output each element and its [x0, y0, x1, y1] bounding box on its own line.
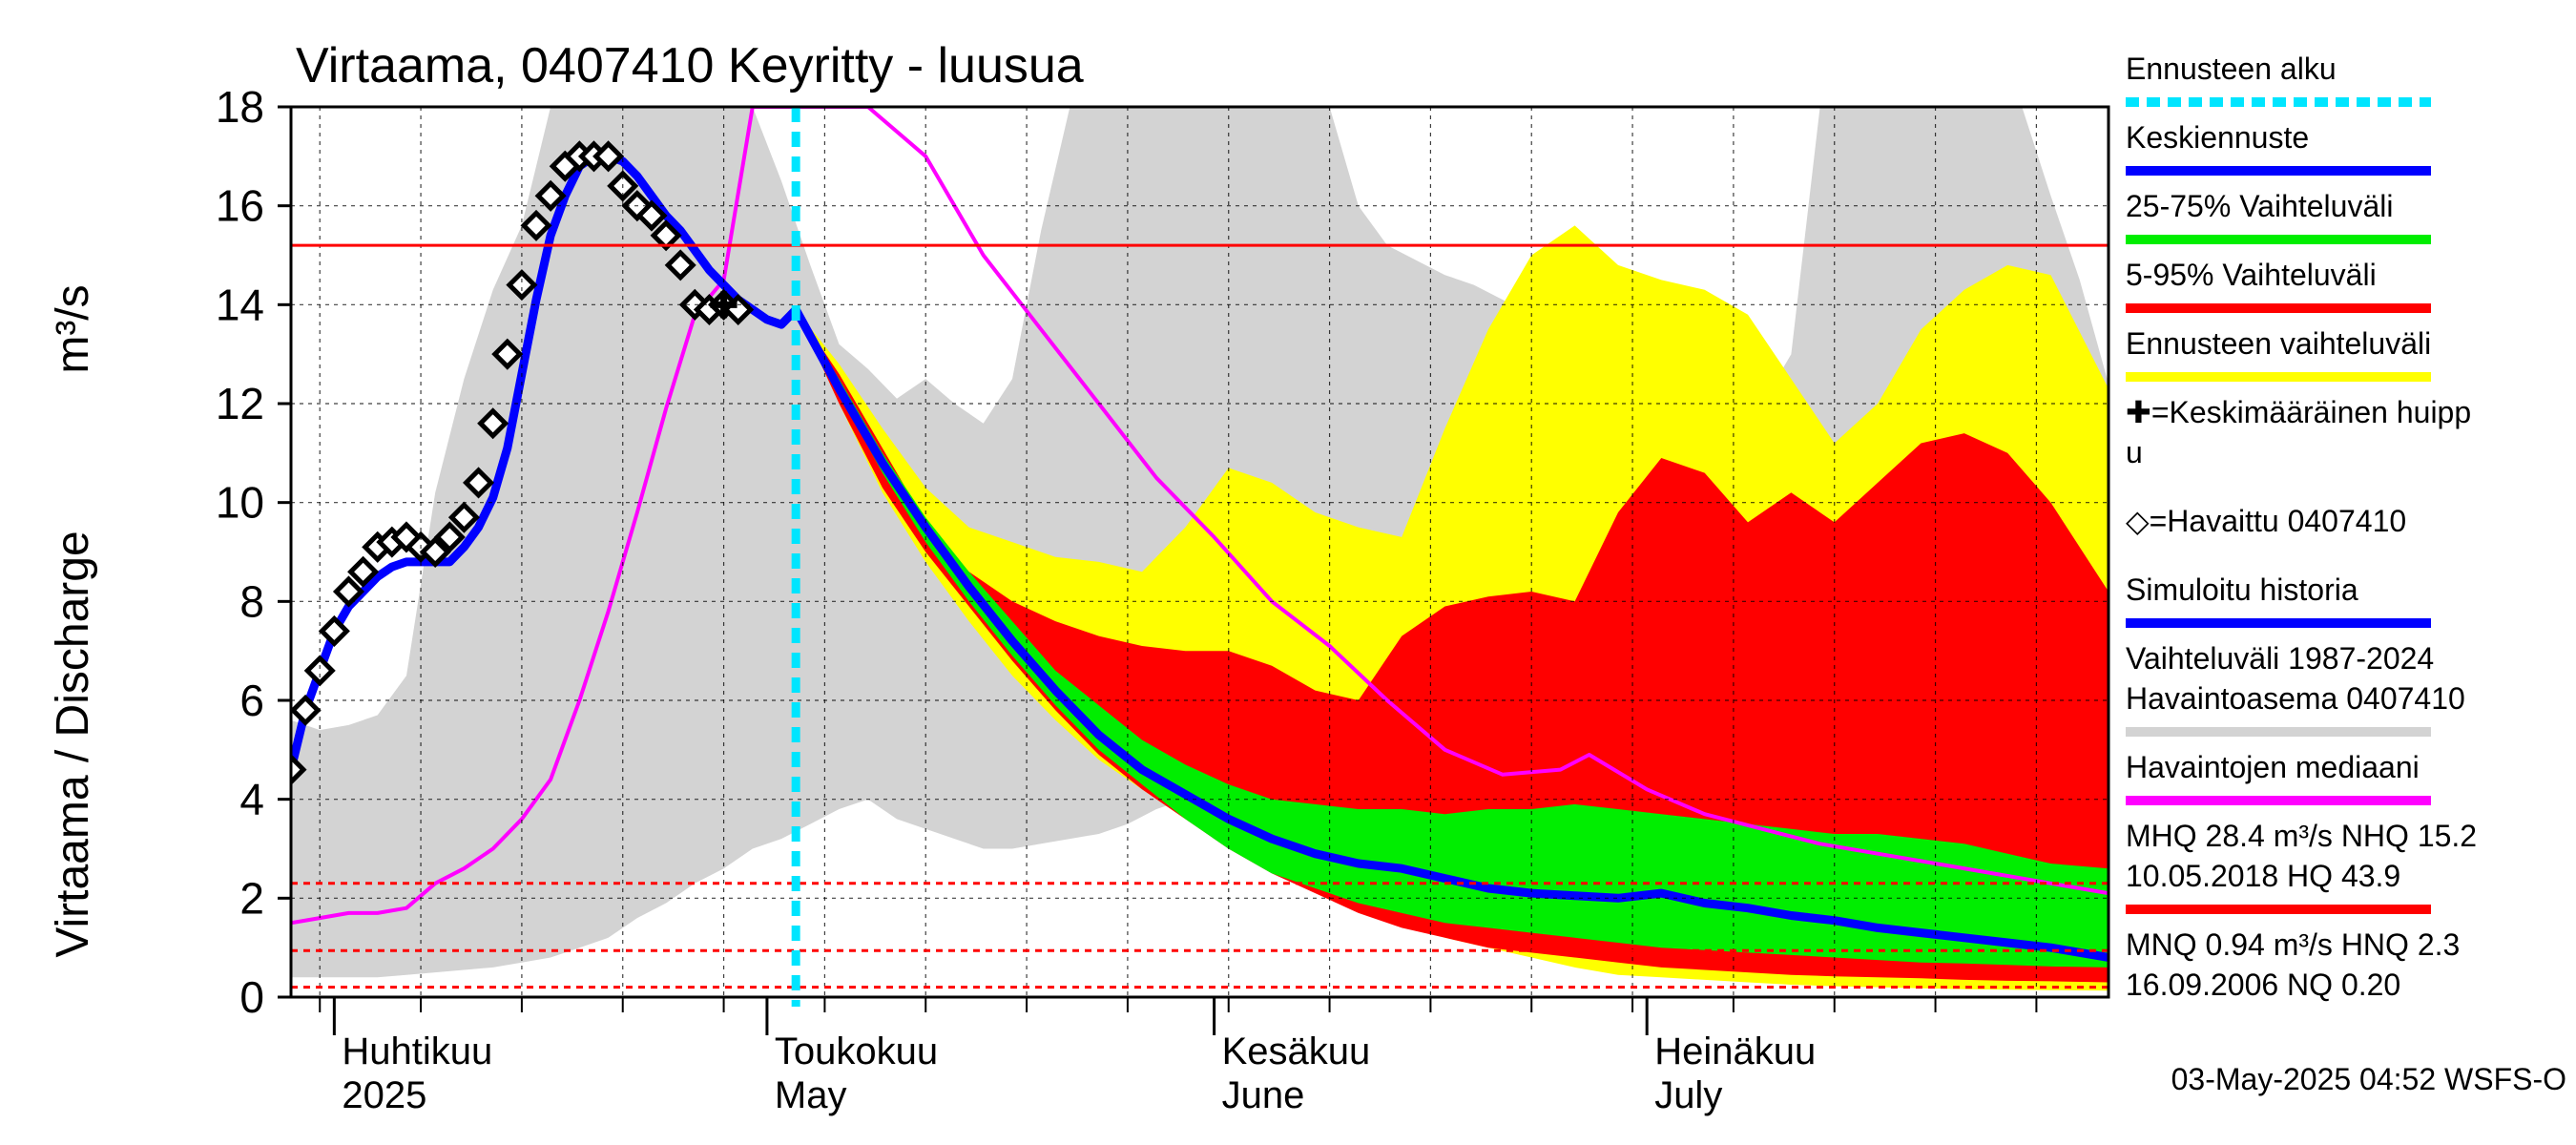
chart-title: Virtaama, 0407410 Keyritty - luusua [296, 38, 1084, 94]
legend-label: 25-75% Vaihteluväli [2126, 189, 2393, 223]
observed-point [318, 614, 350, 647]
legend-item: MHQ 28.4 m³/s NHQ 15.2 10.05.2018 HQ 43.9 [2126, 819, 2477, 914]
legend-label: 16.09.2006 NQ 0.20 [2126, 968, 2400, 1002]
x-month-sublabel: July [1654, 1074, 1722, 1116]
observed-point [433, 521, 466, 553]
observed-point [491, 338, 524, 370]
legend-item: MNQ 0.94 m³/s HNQ 2.3 16.09.2006 NQ 0.20 [2126, 927, 2460, 1002]
observed-point [664, 249, 696, 281]
legend-label: u [2126, 435, 2143, 469]
legend-label: ✚=Keskimääräinen huipp [2126, 395, 2471, 429]
observed-point [477, 407, 509, 440]
y-tick-label: 10 [216, 478, 264, 528]
x-month-label: Huhtikuu [342, 1030, 492, 1072]
legend-item: 25-75% Vaihteluväli [2126, 189, 2431, 244]
legend-label: Vaihteluväli 1987-2024 [2126, 641, 2434, 676]
y-tick-label: 12 [216, 379, 264, 428]
observed-point [463, 467, 495, 499]
observed-point [520, 209, 552, 241]
legend-item: Ennusteen alku [2126, 52, 2431, 107]
observed-point [447, 501, 480, 533]
x-month-label: Kesäkuu [1222, 1030, 1371, 1072]
legend-label: MNQ 0.94 m³/s HNQ 2.3 [2126, 927, 2460, 962]
legend-label: Havaintojen mediaani [2126, 750, 2420, 784]
legend-item: Simuloitu historia [2126, 572, 2431, 628]
x-month-sublabel: June [1222, 1074, 1305, 1116]
x-month-sublabel: May [775, 1074, 847, 1116]
legend-item: Keskiennuste [2126, 120, 2431, 176]
observed-point [650, 219, 682, 252]
band-25-75-vaihteluv-li [796, 309, 2109, 968]
legend-label: 10.05.2018 HQ 43.9 [2126, 859, 2400, 893]
y-tick-label: 18 [216, 82, 264, 132]
legend-label: ◇=Havaittu 0407410 [2126, 504, 2406, 538]
legend-item: Ennusteen vaihteluväli [2126, 326, 2431, 382]
y-tick-label: 6 [239, 676, 264, 725]
y-axis-unit: m³/s [48, 284, 98, 373]
plot-frame [289, 105, 2110, 999]
observed-point [332, 575, 365, 608]
x-month-label: Heinäkuu [1654, 1030, 1816, 1072]
observed-point [419, 535, 451, 569]
y-tick-label: 0 [239, 972, 264, 1022]
series-line-keskiennuste [792, 307, 2109, 962]
x-month-label: Toukokuu [775, 1030, 938, 1072]
band-5-95-vaihteluv-li [796, 309, 2109, 983]
observed-point [635, 199, 668, 232]
legend-item: Vaihteluväli 1987-2024 Havaintoasema 040… [2126, 641, 2465, 737]
observed-point [303, 655, 336, 687]
y-tick-label: 16 [216, 181, 264, 231]
observed-point [291, 694, 322, 726]
y-tick-label: 14 [216, 280, 264, 329]
series-line-simuloitu-historia [291, 152, 800, 771]
data-layer [291, 107, 2109, 991]
y-tick-label: 8 [239, 576, 264, 626]
x-month-sublabel: 2025 [342, 1074, 426, 1116]
y-tick-label: 4 [239, 775, 264, 824]
observed-point [291, 754, 307, 786]
legend-label: Ennusteen alku [2126, 52, 2337, 86]
legend-item: Havaintojen mediaani [2126, 750, 2431, 805]
y-tick-label: 2 [239, 873, 264, 923]
legend-label: Ennusteen vaihteluväli [2126, 326, 2431, 361]
legend-item: ✚=Keskimääräinen huipp u [2126, 395, 2471, 469]
observed-point [347, 555, 380, 588]
legend: Ennusteen alku Keskiennuste 25-75% Vaihtel… [2126, 52, 2477, 1002]
legend-label: 5-95% Vaihteluväli [2126, 258, 2377, 292]
timestamp-footer: 03-May-2025 04:52 WSFS-O [2171, 1062, 2566, 1096]
legend-label: Simuloitu historia [2126, 572, 2358, 607]
legend-label: Keskiennuste [2126, 120, 2309, 155]
y-axis-label: Virtaama / Discharge [48, 531, 98, 957]
legend-label: Havaintoasema 0407410 [2126, 681, 2465, 716]
legend-item: 5-95% Vaihteluväli [2126, 258, 2431, 313]
legend-label: MHQ 28.4 m³/s NHQ 15.2 [2126, 819, 2477, 853]
observed-point [592, 140, 625, 173]
legend-item: ◇=Havaittu 0407410 [2126, 504, 2406, 538]
observed-point [534, 179, 567, 212]
